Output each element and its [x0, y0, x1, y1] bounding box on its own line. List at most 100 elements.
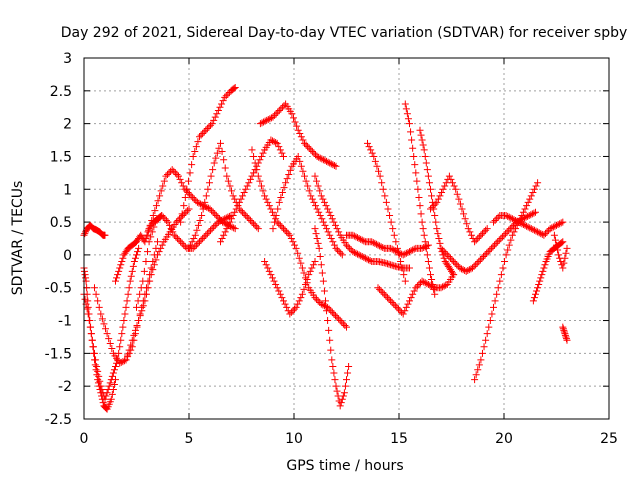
data-point	[508, 231, 516, 239]
data-point	[485, 323, 493, 331]
data-point	[116, 264, 124, 272]
data-point	[551, 236, 559, 244]
data-point	[281, 226, 289, 234]
data-point	[502, 251, 510, 259]
data-point	[199, 205, 207, 213]
data-point	[336, 402, 344, 410]
series-arc-w	[427, 172, 491, 246]
data-point	[177, 238, 185, 246]
data-point	[344, 369, 352, 377]
data-point	[154, 251, 161, 259]
data-point	[322, 297, 329, 305]
data-point	[469, 264, 476, 272]
data-point	[228, 223, 236, 231]
data-point	[150, 261, 158, 269]
data-point	[208, 120, 216, 128]
data-point	[416, 202, 424, 210]
data-point	[563, 336, 571, 344]
data-point	[471, 376, 479, 384]
data-point	[278, 223, 286, 231]
data-point	[114, 271, 122, 279]
data-point	[271, 111, 279, 119]
data-point	[218, 235, 226, 242]
data-point	[100, 320, 108, 328]
data-point	[428, 276, 436, 284]
data-point	[355, 235, 363, 242]
data-point	[548, 224, 556, 232]
data-point	[190, 235, 198, 242]
data-point	[321, 157, 329, 165]
data-point	[147, 271, 155, 279]
data-point	[248, 172, 256, 180]
data-point	[281, 300, 289, 308]
data-point	[221, 93, 229, 101]
data-point	[323, 225, 331, 233]
data-point	[330, 218, 338, 226]
data-point	[194, 221, 202, 229]
data-point	[128, 343, 136, 351]
data-point	[298, 264, 306, 272]
data-point	[427, 271, 434, 279]
data-point	[265, 202, 273, 210]
data-point	[383, 294, 391, 302]
data-point	[108, 390, 116, 398]
data-point	[326, 159, 334, 167]
data-point	[330, 369, 338, 377]
data-point	[371, 157, 379, 165]
data-point	[524, 198, 532, 206]
data-point	[407, 294, 415, 302]
data-point	[119, 358, 127, 366]
data-point	[318, 155, 326, 163]
data-point	[417, 131, 425, 139]
data-point	[424, 257, 432, 265]
data-point	[423, 166, 431, 174]
data-point	[96, 377, 104, 385]
y-tick-label: -0.5	[45, 281, 72, 297]
data-point	[101, 231, 109, 239]
data-point	[237, 195, 245, 203]
data-point	[291, 118, 299, 126]
data-point	[231, 195, 239, 203]
data-point	[460, 210, 468, 218]
data-point	[200, 128, 208, 136]
data-point	[158, 212, 166, 220]
data-point	[303, 276, 311, 284]
data-point	[269, 113, 277, 121]
data-point	[341, 382, 349, 390]
data-point	[368, 149, 376, 157]
data-point	[286, 166, 294, 174]
data-point	[223, 172, 231, 180]
data-point	[142, 290, 150, 298]
series-arc-b	[80, 264, 119, 413]
data-point	[562, 249, 570, 257]
data-point	[403, 110, 411, 118]
data-point	[505, 213, 513, 221]
data-point	[280, 297, 287, 305]
x-tick-label: 5	[185, 431, 194, 447]
data-point	[540, 264, 548, 272]
data-point	[86, 323, 94, 331]
data-point	[513, 217, 521, 225]
data-point	[559, 238, 567, 246]
data-point	[421, 279, 429, 287]
data-point	[193, 198, 201, 206]
data-point	[171, 169, 179, 177]
data-point	[113, 274, 121, 282]
data-point	[402, 303, 410, 311]
data-point	[264, 116, 272, 124]
data-point	[245, 179, 253, 187]
data-point	[282, 179, 290, 187]
data-point	[445, 172, 453, 180]
data-point	[184, 177, 192, 185]
data-point	[523, 202, 531, 210]
data-point	[404, 300, 412, 308]
data-point	[275, 287, 283, 295]
data-point	[186, 190, 194, 198]
data-point	[108, 372, 116, 380]
data-point	[280, 225, 287, 233]
y-tick-label: 1	[63, 182, 72, 198]
data-point	[180, 241, 188, 249]
data-point	[410, 287, 418, 295]
data-point	[163, 171, 171, 179]
data-point	[344, 243, 352, 251]
